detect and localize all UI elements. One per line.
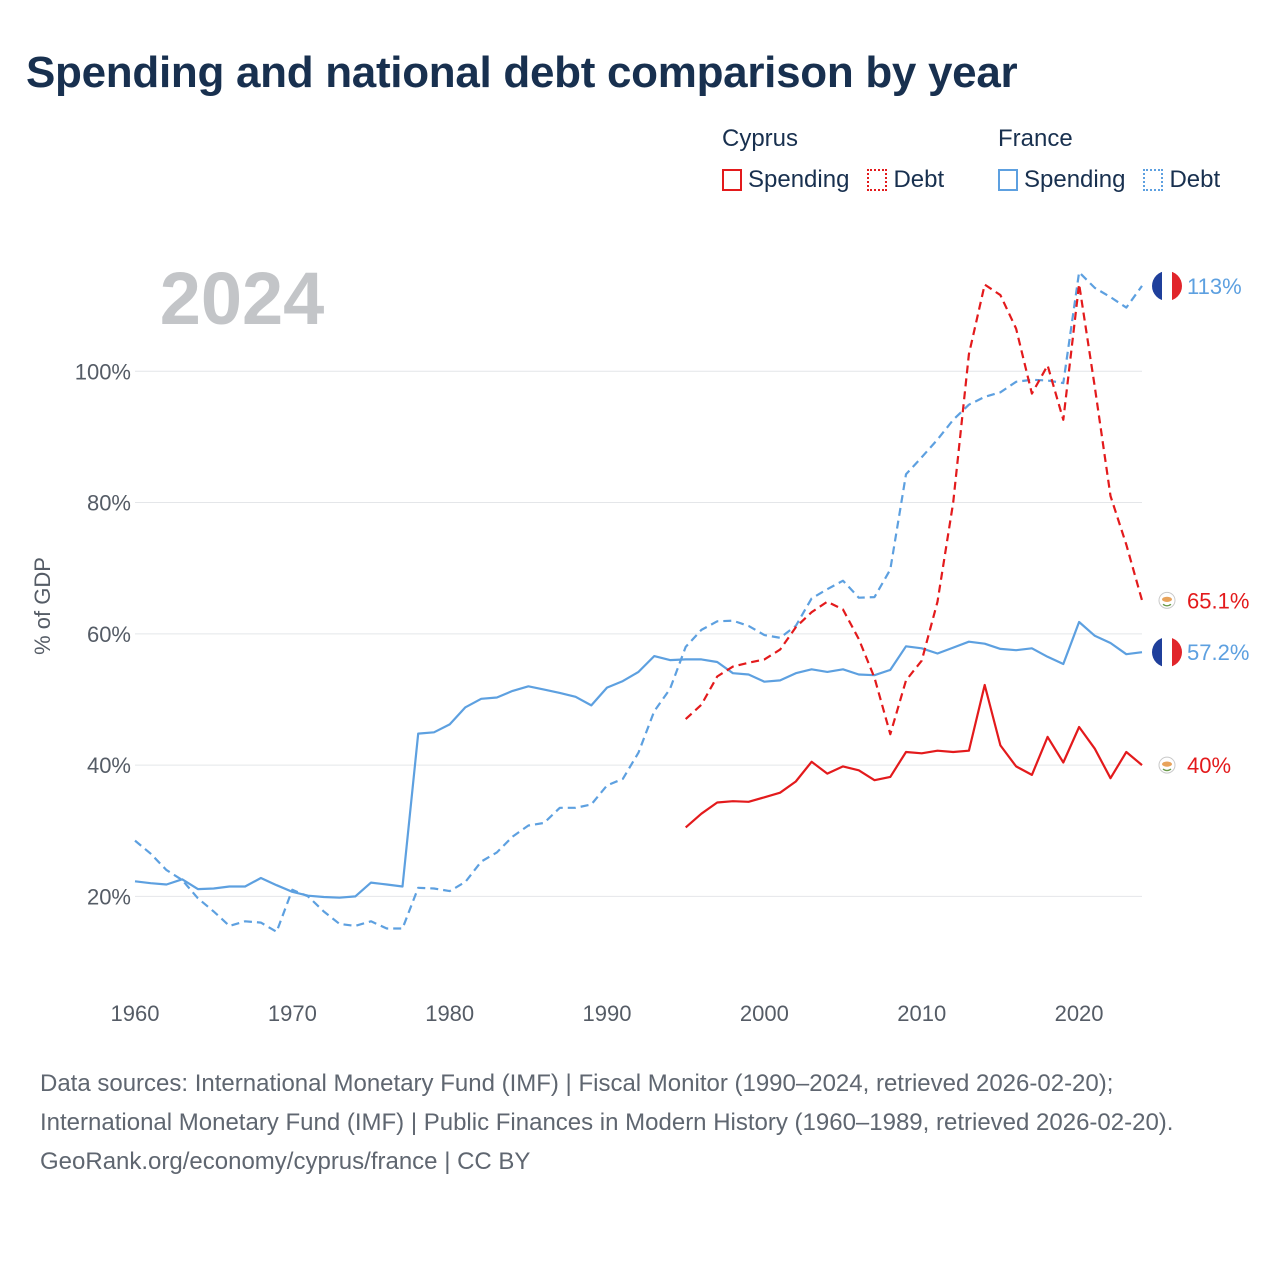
legend-label: Spending	[748, 166, 850, 193]
cyprus-flag-icon	[1158, 591, 1176, 609]
legend-label: Spending	[1024, 166, 1126, 193]
y-tick-label: 20%	[87, 884, 131, 909]
series-lines	[134, 271, 1144, 933]
end-marker-france-debt: 113%	[1152, 270, 1242, 301]
legend-group-title: Cyprus	[722, 125, 799, 152]
y-tick-label: 100%	[75, 359, 131, 384]
x-tick-label: 2010	[897, 1001, 946, 1026]
end-marker-cyprus-debt: 65.1%	[1158, 588, 1249, 613]
x-tick-label: 1970	[268, 1001, 317, 1026]
legend-item-france-debt[interactable]: Debt	[1143, 166, 1220, 194]
y-tick-label: 60%	[87, 622, 131, 647]
series-line-france-debt	[134, 271, 1143, 933]
legend-item-cyprus-debt[interactable]: Debt	[867, 166, 944, 194]
y-tick-label: 80%	[87, 491, 131, 516]
legend-group-cyprus: Cyprus Spending Debt	[722, 124, 962, 194]
footer: Data sources: International Monetary Fun…	[40, 1064, 1240, 1181]
end-value-label: 40%	[1187, 753, 1231, 778]
legend-item-france-spending[interactable]: Spending	[998, 166, 1125, 194]
legend-swatch-solid	[722, 169, 742, 191]
end-marker-cyprus-spending: 40%	[1158, 753, 1231, 778]
france-flag-icon	[1152, 270, 1182, 301]
y-tick-label: 40%	[87, 753, 131, 778]
legend-label: Debt	[893, 166, 945, 193]
legend-label: Debt	[1169, 166, 1221, 193]
y-axis-title: % of GDP	[30, 557, 55, 655]
line-chart: 2024 % of GDP 20% 40% 60% 80% 100% 1960 1970 19…	[30, 257, 1249, 1026]
end-marker-france-spending: 57.2%	[1152, 637, 1249, 668]
series-line-cyprus-spending	[684, 683, 1143, 829]
cyprus-flag-icon	[1158, 756, 1176, 774]
x-tick-label: 1960	[111, 1001, 160, 1026]
x-tick-label: 2000	[740, 1001, 789, 1026]
legend-swatch-dotted	[867, 169, 888, 191]
legend-group-title: France	[998, 125, 1073, 152]
series-line-france-spending	[134, 620, 1143, 899]
current-year-label: 2024	[160, 257, 325, 340]
legend-item-cyprus-spending[interactable]: Spending	[722, 166, 849, 194]
legend-group-france: France Spending Debt	[998, 124, 1238, 194]
gridlines	[135, 370, 1142, 897]
credit-line: GeoRank.org/economy/cyprus/france | CC B…	[40, 1148, 531, 1175]
series-line-cyprus-debt	[684, 282, 1144, 736]
axis-ticks: 20% 40% 60% 80% 100% 1960 1970 1980 1990 2000 2010…	[75, 359, 1104, 1026]
data-sources: Data sources: International Monetary Fun…	[40, 1070, 1174, 1136]
x-tick-label: 1980	[425, 1001, 474, 1026]
end-value-label: 113%	[1187, 274, 1242, 299]
end-markers: 57.2% 113% 40% 65.1%	[1152, 270, 1249, 778]
france-flag-icon	[1152, 637, 1182, 668]
page-title: Spending and national debt comparison by…	[26, 48, 1018, 97]
legend-swatch-dotted	[1143, 169, 1164, 191]
end-value-label: 57.2%	[1187, 640, 1249, 665]
end-value-label: 65.1%	[1187, 588, 1249, 613]
x-tick-label: 2020	[1055, 1001, 1104, 1026]
legend-swatch-solid	[998, 169, 1018, 191]
x-tick-label: 1990	[583, 1001, 632, 1026]
